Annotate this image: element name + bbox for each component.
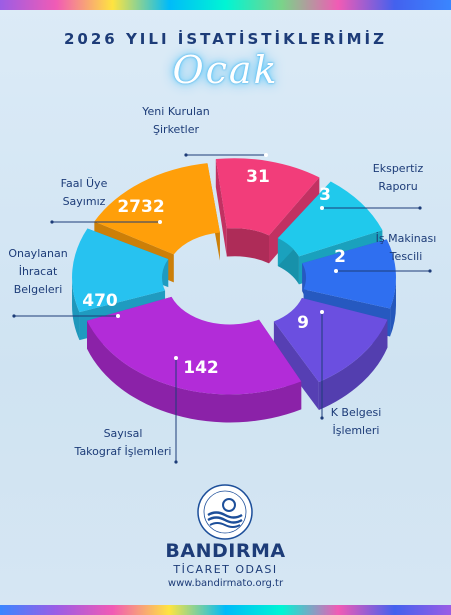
slice-label: Raporu (378, 180, 417, 193)
chamber-logo-icon (197, 484, 253, 540)
bottom-color-stripe (0, 605, 451, 615)
slice-value: 31 (246, 167, 270, 187)
brand-subtitle: TİCARET ODASI (173, 563, 278, 576)
slice-value: 3 (319, 185, 331, 205)
leader-end-dot (320, 416, 324, 420)
slice-value: 470 (82, 291, 118, 311)
leader-end-dot (184, 153, 188, 157)
slice-label: Sayımız (63, 195, 106, 208)
slice-label: Takograf İşlemleri (74, 445, 172, 458)
leader-dot (116, 314, 120, 318)
slice-label: Tescili (389, 250, 423, 263)
slice-label: Onaylanan (8, 247, 67, 260)
leader-dot (320, 206, 324, 210)
top-color-stripe (0, 0, 451, 10)
slice-label: Ekspertiz (373, 162, 424, 175)
slice-label: Şirketler (153, 123, 199, 136)
leader-end-dot (174, 460, 178, 464)
leader-dot (174, 356, 178, 360)
month-title: Ocak (172, 48, 279, 92)
chart-slices (72, 158, 396, 423)
chart-slice-5 (87, 296, 302, 423)
leader-dot (320, 310, 324, 314)
slice-label: Belgeleri (14, 283, 63, 296)
slice-value: 2732 (117, 197, 164, 217)
leader-dot (158, 220, 162, 224)
slice-label: İşlemleri (333, 424, 380, 437)
slice-label: İhracat (19, 265, 58, 278)
leader-dot (334, 269, 338, 273)
slice-label: Sayısal (104, 427, 143, 440)
slice-value: 142 (183, 358, 219, 378)
slice-label: İş Makinası (376, 232, 437, 245)
slice-value: 2 (334, 247, 346, 267)
slice-label: Faal Üye (61, 177, 108, 190)
leader-end-dot (50, 220, 54, 224)
page-title: 2026 YILI İSTATİSTİKLERİMİZ (63, 30, 388, 48)
slice-value: 9 (297, 313, 309, 333)
slice-label: K Belgesi (331, 406, 382, 419)
brand-name: BANDIRMA (165, 540, 286, 562)
website-link[interactable]: www.bandirmato.org.tr (167, 578, 284, 589)
leader-end-dot (12, 314, 16, 318)
leader-end-dot (418, 206, 422, 210)
chart-leaders (12, 153, 432, 464)
slice-label: Yeni Kurulan (141, 105, 209, 118)
chart-labels: 31 Yeni Kurulan Şirketler 3 Ekspertiz Raporu 2… (8, 105, 436, 458)
leader-end-dot (428, 269, 432, 273)
leader-dot (264, 153, 268, 157)
